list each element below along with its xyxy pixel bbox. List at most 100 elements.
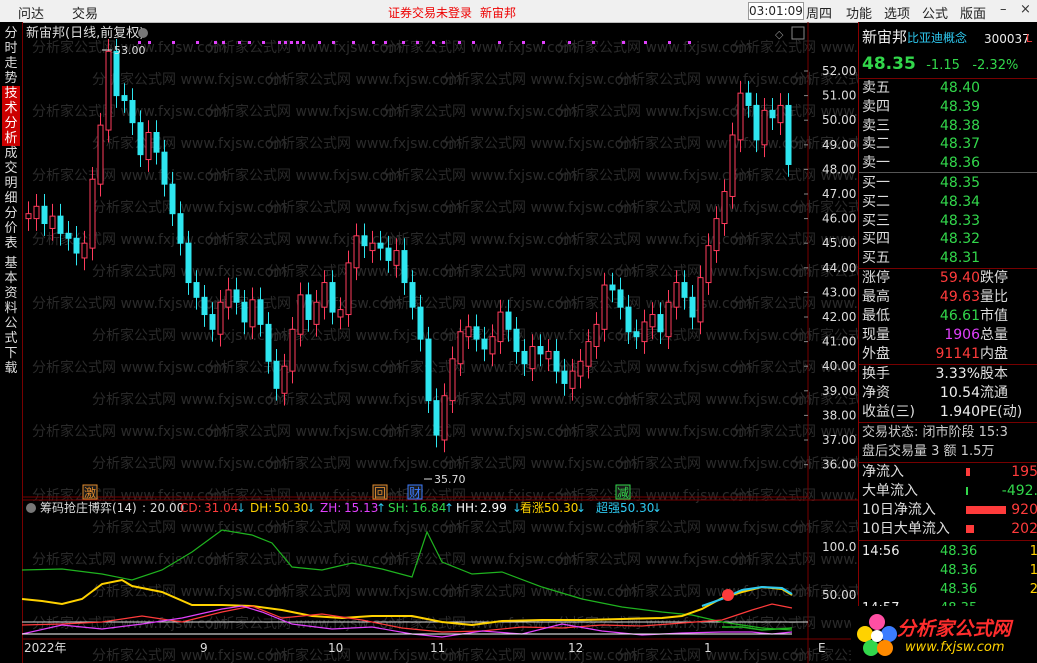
stat2-label: 净资 (862, 385, 890, 401)
watermark-text: 分析家公式网 www.fxjsw.com (92, 455, 287, 472)
diamond-icon[interactable]: ◇ (775, 28, 784, 41)
date-label-12: 12 (568, 641, 583, 655)
indicator-value-num: 50.30 (274, 501, 308, 515)
bid-price: 48.35 (940, 175, 981, 191)
signal-dot (196, 41, 199, 44)
price-axis-label: 46.00 (822, 212, 856, 226)
indicator-value-num: 50.30 (620, 501, 654, 515)
watermark-text: 分析家公式网 www.fxjsw.com (207, 295, 402, 312)
ask-price: 48.40 (940, 80, 981, 96)
ask-row[interactable]: 卖三 48.38 (862, 117, 980, 136)
login-notice[interactable]: 证券交易未登录 (388, 6, 473, 20)
indicator-arrow: ↓ (512, 501, 522, 515)
bid-row[interactable]: 买三 48.33 (862, 212, 980, 231)
signal-dot (332, 41, 335, 44)
candle-body (113, 50, 120, 97)
svg-text:激: 激 (84, 486, 96, 500)
candle-body (217, 301, 224, 335)
event-marker-cai[interactable]: 财 (407, 484, 423, 500)
candle-body (665, 301, 672, 338)
signal-dots-layer (138, 41, 691, 44)
price-axis-label: 47.00 (822, 187, 856, 201)
maximize-chart-icon[interactable] (791, 26, 805, 40)
tab-trades[interactable]: 成交明细 (4, 146, 18, 206)
candle-body (705, 245, 712, 284)
candle-body (769, 109, 776, 119)
flow-label: 大单流入 (862, 483, 918, 499)
flow-row: 10日大单流入 202 (862, 520, 1037, 539)
signal-dot (568, 41, 571, 44)
ask-row[interactable]: 卖一 48.36 (862, 154, 980, 173)
price-axis-label: 50.00 (822, 113, 856, 127)
candle-body (73, 237, 80, 254)
stat-value: 46.61 (939, 308, 980, 324)
stat-label2: 跌停 (980, 270, 1008, 286)
stat2-row: 净资 10.54 流通 (862, 384, 1037, 403)
stat2-label2: 流通 (980, 385, 1008, 401)
price-axis-label: 52.00 (822, 64, 856, 78)
candle-body (401, 250, 408, 284)
candle-body (785, 104, 792, 165)
event-marker-jian[interactable]: 减 (615, 484, 631, 500)
signal-dot (458, 41, 461, 44)
flow-bar (966, 468, 970, 476)
stock-concept[interactable]: 比亚迪概念 (907, 31, 968, 45)
kline-chart-area[interactable]: 分析家公式网 www.fxjsw.com 分析家公式网 www.fxjsw.com… (22, 22, 858, 663)
ask-row[interactable]: 卖二 48.37 (862, 135, 980, 154)
stat-row: 外盘 91141 内盘 (862, 345, 1037, 364)
menu-formula[interactable]: 公式 (922, 7, 949, 22)
chart-menu-icon[interactable] (138, 28, 148, 38)
weekday: 周四 (806, 7, 833, 22)
menu-options[interactable]: 选项 (884, 7, 911, 22)
indicator-menu-icon[interactable] (26, 503, 36, 513)
watermark-text: 分析家公式网 www.fxjsw.com (207, 551, 402, 568)
bid-row[interactable]: 买四 48.32 (862, 230, 980, 249)
watermark-text: 分析家公式网 www.fxjsw.com (267, 263, 462, 280)
tab-formula-download[interactable]: 公式下载 (4, 316, 18, 376)
ask-price: 48.37 (940, 136, 981, 153)
tab-profile[interactable]: 基本资料 (4, 256, 18, 316)
price-axis-label: 44.00 (822, 261, 856, 275)
flow-label: 10日大单流入 (862, 521, 950, 537)
event-marker-ji[interactable]: 激 (82, 484, 98, 500)
minimize-icon[interactable]: – (1000, 2, 1007, 17)
stat2-label2: PE(动) (980, 404, 1023, 420)
indicator-value: CD: (180, 501, 202, 515)
candle-body (225, 289, 232, 308)
candle-body (337, 309, 344, 318)
watermark-text: 分析家公式网 www.fxjsw.com (557, 167, 752, 184)
bid-row[interactable]: 买五 48.31 (862, 249, 980, 268)
tab-timeshare[interactable]: 分时走势 (4, 26, 18, 86)
candle-body (393, 250, 400, 266)
watermark-text: 分析家公式网 www.fxjsw.com (92, 519, 287, 536)
close-icon[interactable]: × (1020, 2, 1031, 17)
candle-body (697, 277, 704, 323)
watermark-text: 分析家公式网 www.fxjsw.com (617, 391, 812, 408)
ask-row[interactable]: 卖五 48.40 (862, 79, 980, 98)
candle-body (641, 321, 648, 343)
event-marker-hui[interactable]: 回 (372, 484, 388, 500)
tab-technical[interactable]: 技术分析 (2, 86, 20, 146)
indicator-arrow: ↓ (576, 501, 586, 515)
menu-function[interactable]: 功能 (846, 7, 873, 22)
candle-body (81, 242, 88, 259)
ask-row[interactable]: 卖四 48.39 (862, 98, 980, 117)
signal-dot (592, 41, 595, 44)
price-axis-label: 43.00 (822, 285, 856, 299)
flow-row: 大单流入 -492. (862, 482, 1037, 501)
bid-row[interactable]: 买一 48.35 (862, 174, 980, 193)
stat-row: 最低 46.61 市值 (862, 307, 1037, 326)
candle-body (121, 95, 128, 102)
candle-body (657, 314, 664, 333)
candle-body (33, 205, 40, 220)
bid-label: 买五 (862, 250, 890, 267)
menu-layout[interactable]: 版面 (960, 7, 987, 22)
watermark-text: 分析家公式网 www.fxjsw.com (442, 583, 637, 600)
trade-status: 交易状态: 闭市阶段 15:3 (862, 425, 1008, 440)
kline-chart-svg[interactable]: 分析家公式网 www.fxjsw.com 分析家公式网 www.fxjsw.com… (22, 22, 858, 663)
candle-body (425, 338, 432, 402)
bid-row[interactable]: 买二 48.34 (862, 193, 980, 212)
tab-price-table[interactable]: 分价表 (4, 206, 18, 251)
menu-trade[interactable]: 交易 (72, 7, 99, 22)
menu-wenda[interactable]: 问达 (18, 7, 45, 22)
